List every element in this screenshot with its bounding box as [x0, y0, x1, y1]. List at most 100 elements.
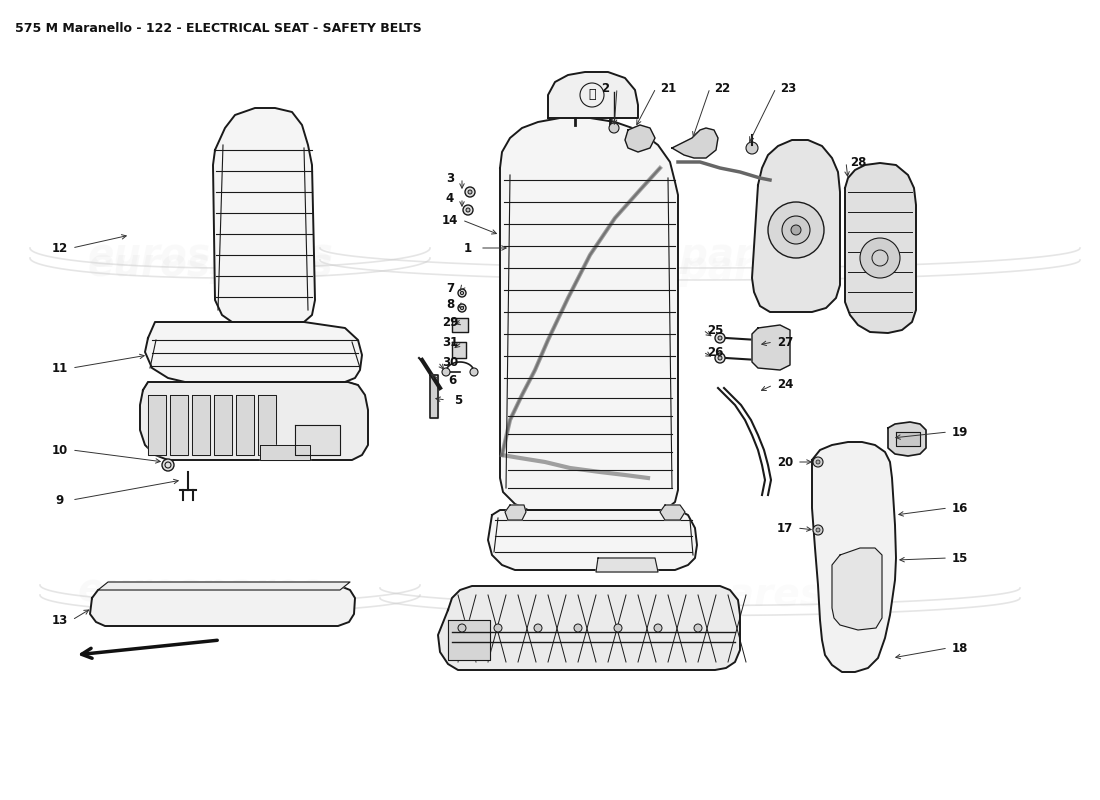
Polygon shape [214, 395, 232, 455]
Circle shape [458, 624, 466, 632]
Circle shape [442, 368, 450, 376]
Circle shape [461, 306, 463, 310]
Circle shape [860, 238, 900, 278]
Circle shape [580, 83, 604, 107]
Text: 🐎: 🐎 [588, 89, 596, 102]
Polygon shape [505, 505, 526, 520]
Text: 2: 2 [601, 82, 609, 94]
Circle shape [609, 123, 619, 133]
Text: 6: 6 [448, 374, 456, 386]
Polygon shape [896, 432, 920, 446]
Polygon shape [488, 510, 697, 570]
Circle shape [746, 142, 758, 154]
Text: 16: 16 [952, 502, 968, 514]
Polygon shape [170, 395, 188, 455]
Polygon shape [192, 395, 210, 455]
Text: 575 M Maranello - 122 - ELECTRICAL SEAT - SAFETY BELTS: 575 M Maranello - 122 - ELECTRICAL SEAT … [15, 22, 421, 35]
Polygon shape [752, 325, 790, 370]
Circle shape [463, 205, 473, 215]
Polygon shape [845, 163, 916, 333]
Text: 23: 23 [780, 82, 796, 94]
Polygon shape [888, 422, 926, 456]
Circle shape [461, 291, 463, 294]
Text: 25: 25 [707, 323, 723, 337]
Circle shape [718, 356, 722, 360]
Text: eurospares: eurospares [87, 236, 333, 274]
Circle shape [534, 624, 542, 632]
Text: 4: 4 [446, 191, 454, 205]
Polygon shape [752, 140, 840, 312]
Text: 10: 10 [52, 443, 68, 457]
Polygon shape [236, 395, 254, 455]
Text: 20: 20 [777, 455, 793, 469]
Circle shape [715, 353, 725, 363]
Polygon shape [672, 128, 718, 158]
Text: 19: 19 [952, 426, 968, 438]
Polygon shape [145, 322, 362, 382]
Text: 24: 24 [777, 378, 793, 391]
Text: 12: 12 [52, 242, 68, 254]
Polygon shape [812, 442, 896, 672]
Circle shape [816, 528, 820, 532]
Text: eurospares: eurospares [557, 236, 803, 274]
Polygon shape [448, 620, 490, 660]
Text: 22: 22 [714, 82, 730, 94]
Text: 28: 28 [850, 155, 866, 169]
Text: 7: 7 [446, 282, 454, 294]
Circle shape [782, 216, 810, 244]
Circle shape [816, 460, 820, 464]
Text: 9: 9 [56, 494, 64, 506]
Circle shape [162, 459, 174, 471]
Circle shape [813, 525, 823, 535]
Polygon shape [625, 125, 654, 152]
Text: 13: 13 [52, 614, 68, 626]
Polygon shape [438, 586, 740, 670]
Polygon shape [90, 586, 355, 626]
Text: eurospares: eurospares [578, 576, 823, 614]
Text: 8: 8 [446, 298, 454, 311]
Polygon shape [500, 118, 678, 510]
Circle shape [715, 333, 725, 343]
Polygon shape [260, 445, 310, 460]
Circle shape [791, 225, 801, 235]
Circle shape [468, 190, 472, 194]
Text: 30: 30 [442, 355, 458, 369]
Text: eurospares: eurospares [557, 249, 803, 287]
Circle shape [466, 208, 470, 212]
Text: 5: 5 [454, 394, 462, 406]
Text: 1: 1 [464, 242, 472, 254]
Text: 14: 14 [442, 214, 459, 226]
Polygon shape [452, 342, 466, 358]
Circle shape [458, 289, 466, 297]
Polygon shape [148, 395, 166, 455]
Circle shape [458, 304, 466, 312]
Text: eurospares: eurospares [77, 571, 323, 609]
Text: 17: 17 [777, 522, 793, 534]
Circle shape [465, 187, 475, 197]
Polygon shape [98, 582, 350, 590]
Circle shape [470, 368, 478, 376]
Polygon shape [140, 382, 368, 460]
Polygon shape [452, 318, 468, 332]
Polygon shape [430, 375, 438, 418]
Circle shape [718, 336, 722, 340]
Circle shape [813, 457, 823, 467]
Circle shape [574, 624, 582, 632]
Circle shape [494, 624, 502, 632]
Polygon shape [596, 558, 658, 572]
Text: 18: 18 [952, 642, 968, 654]
Polygon shape [660, 505, 685, 520]
Text: 26: 26 [707, 346, 723, 358]
Text: 27: 27 [777, 335, 793, 349]
Circle shape [654, 624, 662, 632]
Text: eurospares: eurospares [87, 246, 333, 284]
Polygon shape [548, 72, 638, 118]
Text: 11: 11 [52, 362, 68, 374]
Text: 31: 31 [442, 335, 458, 349]
Circle shape [768, 202, 824, 258]
Text: 21: 21 [660, 82, 676, 94]
Polygon shape [258, 395, 276, 455]
Text: 29: 29 [442, 315, 459, 329]
Polygon shape [832, 548, 882, 630]
Polygon shape [295, 425, 340, 455]
